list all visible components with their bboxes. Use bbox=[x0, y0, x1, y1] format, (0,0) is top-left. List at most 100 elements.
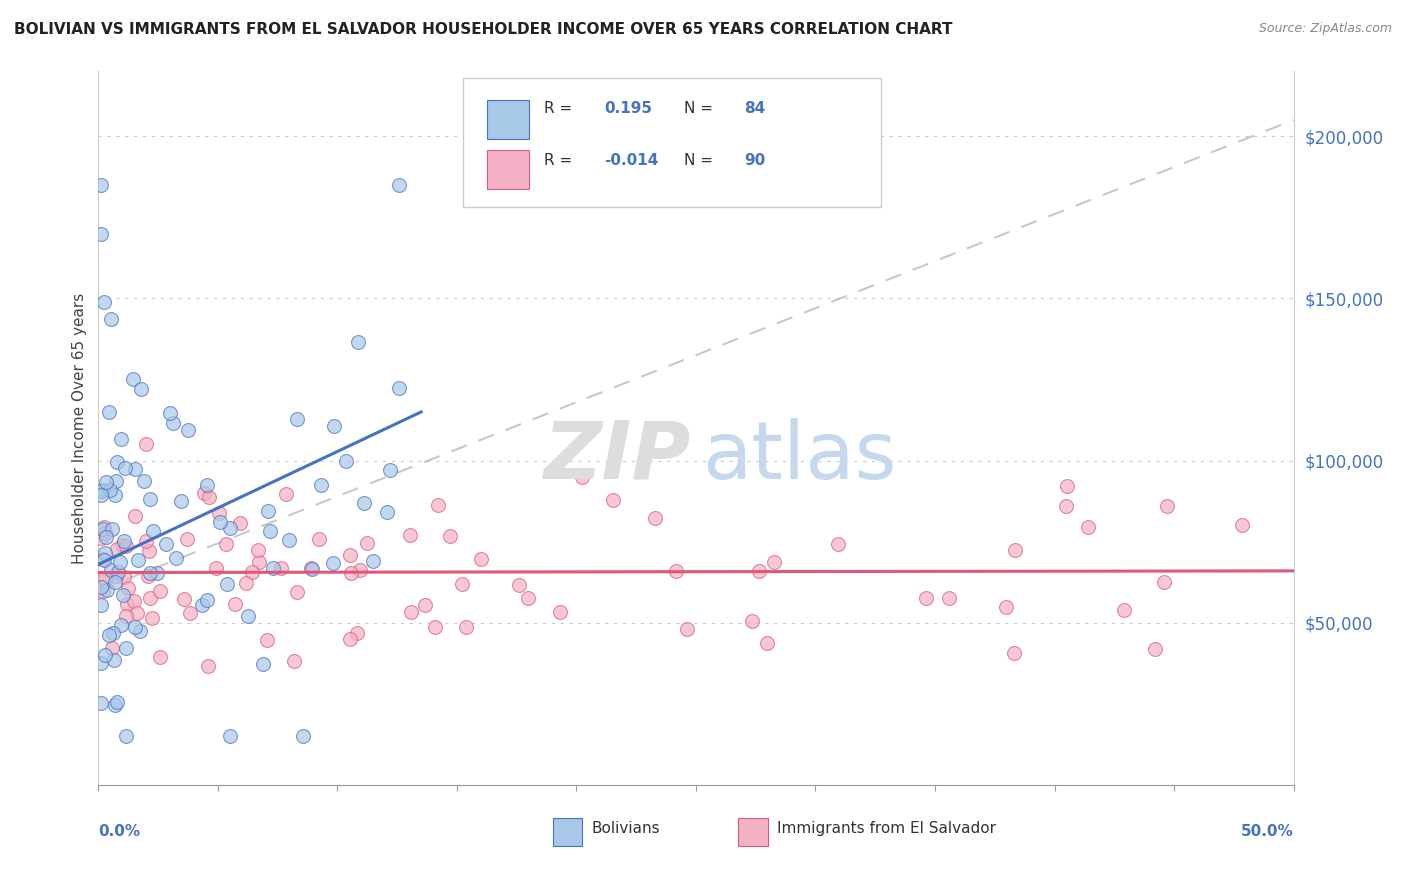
Point bbox=[571, 470, 593, 484]
Text: 50.0%: 50.0% bbox=[1240, 824, 1294, 839]
Point bbox=[135, 437, 157, 451]
Point bbox=[138, 566, 160, 580]
Point bbox=[322, 556, 344, 570]
Point bbox=[90, 696, 112, 710]
Point bbox=[104, 568, 127, 582]
Point bbox=[193, 486, 215, 500]
Point bbox=[100, 312, 122, 326]
Point bbox=[247, 543, 270, 558]
Point bbox=[117, 597, 139, 611]
Point bbox=[339, 632, 361, 647]
Point bbox=[1230, 517, 1253, 532]
Point bbox=[439, 529, 461, 543]
Point bbox=[90, 580, 112, 594]
Point bbox=[90, 598, 112, 612]
Point bbox=[217, 577, 239, 591]
Point bbox=[198, 490, 221, 504]
Point bbox=[218, 729, 240, 743]
Point bbox=[356, 536, 378, 550]
Point bbox=[138, 544, 160, 558]
Text: 84: 84 bbox=[744, 102, 765, 116]
Point bbox=[301, 562, 323, 576]
FancyBboxPatch shape bbox=[553, 819, 582, 846]
Point bbox=[361, 554, 384, 568]
Point bbox=[240, 565, 263, 579]
Point bbox=[103, 652, 125, 666]
Point bbox=[285, 585, 308, 599]
Point bbox=[1054, 499, 1077, 513]
Point bbox=[309, 478, 332, 492]
Point bbox=[124, 620, 146, 634]
Point bbox=[827, 537, 849, 551]
Point bbox=[90, 483, 112, 498]
Point bbox=[665, 564, 688, 578]
Point bbox=[257, 504, 280, 518]
Point bbox=[103, 574, 125, 589]
Point bbox=[115, 640, 138, 655]
Point bbox=[93, 520, 115, 534]
Point bbox=[517, 591, 540, 605]
Point bbox=[105, 541, 128, 556]
FancyBboxPatch shape bbox=[486, 150, 529, 189]
Point bbox=[128, 624, 150, 639]
Point bbox=[602, 493, 624, 508]
Point bbox=[98, 483, 121, 497]
Point bbox=[132, 474, 155, 488]
Point bbox=[335, 454, 357, 468]
Point bbox=[94, 546, 117, 560]
Point bbox=[122, 372, 145, 386]
Point bbox=[375, 506, 398, 520]
Point bbox=[149, 584, 172, 599]
Point bbox=[470, 551, 492, 566]
Point bbox=[170, 494, 193, 508]
Point bbox=[299, 561, 322, 575]
Text: BOLIVIAN VS IMMIGRANTS FROM EL SALVADOR HOUSEHOLDER INCOME OVER 65 YEARS CORRELA: BOLIVIAN VS IMMIGRANTS FROM EL SALVADOR … bbox=[14, 22, 952, 37]
Text: N =: N = bbox=[685, 153, 713, 169]
Point bbox=[91, 483, 114, 497]
Point bbox=[675, 623, 697, 637]
Point bbox=[205, 560, 228, 574]
Point bbox=[762, 555, 785, 569]
Point bbox=[191, 598, 214, 612]
Y-axis label: Householder Income Over 65 years: Householder Income Over 65 years bbox=[72, 293, 87, 564]
Point bbox=[115, 540, 138, 554]
Point bbox=[104, 488, 127, 502]
Point bbox=[112, 587, 135, 601]
Point bbox=[94, 525, 117, 540]
Point bbox=[247, 555, 270, 569]
Point bbox=[136, 569, 159, 583]
Point bbox=[93, 553, 115, 567]
Point bbox=[195, 592, 218, 607]
Point bbox=[155, 537, 177, 551]
Point bbox=[413, 598, 436, 612]
Point bbox=[644, 510, 666, 524]
Point bbox=[91, 583, 114, 598]
Text: ZIP: ZIP bbox=[543, 417, 690, 496]
Point bbox=[97, 405, 120, 419]
Point bbox=[100, 522, 122, 536]
Point bbox=[107, 565, 129, 579]
Point bbox=[173, 591, 195, 606]
Point bbox=[262, 560, 284, 574]
Point bbox=[748, 564, 770, 578]
Point bbox=[162, 416, 184, 430]
Point bbox=[90, 227, 112, 241]
Point bbox=[339, 566, 361, 580]
Point bbox=[108, 555, 131, 569]
Point bbox=[124, 508, 146, 523]
Point bbox=[124, 461, 146, 475]
Point bbox=[105, 474, 128, 488]
Point bbox=[90, 531, 112, 545]
Point bbox=[291, 729, 314, 743]
Point bbox=[129, 382, 152, 396]
Point bbox=[98, 628, 121, 642]
Point bbox=[91, 551, 114, 566]
Point bbox=[550, 605, 572, 619]
Point bbox=[380, 463, 402, 477]
Point bbox=[117, 581, 139, 595]
Point bbox=[195, 478, 218, 492]
Point bbox=[353, 496, 375, 510]
Point bbox=[346, 625, 368, 640]
Point bbox=[115, 729, 138, 743]
Point bbox=[90, 178, 112, 192]
